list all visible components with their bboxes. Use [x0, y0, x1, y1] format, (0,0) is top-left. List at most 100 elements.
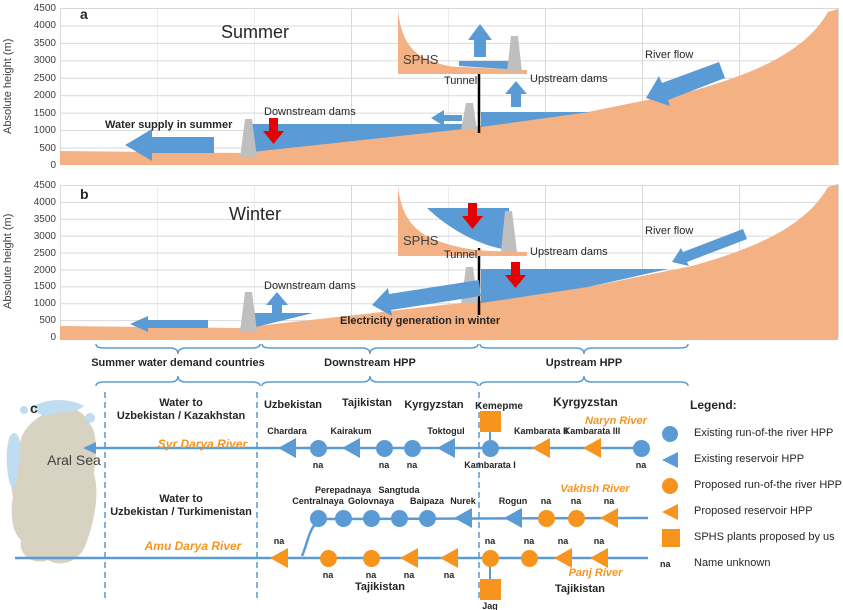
- y-tick: 4000: [33, 20, 56, 32]
- sphs-label: SPHS: [403, 52, 439, 67]
- downstream-down-arrow-icon: [263, 118, 284, 144]
- map-water-northeast: [85, 413, 95, 423]
- bracket-label-downstream-hpp: Downstream HPP: [324, 357, 416, 369]
- proposed-reservoir-hpp-symbol: [583, 438, 601, 458]
- upstream-dams-label: Upstream dams: [530, 73, 608, 85]
- plant-label: na: [312, 460, 324, 470]
- existing-runofriver-hpp-symbol: [632, 439, 650, 457]
- downstream-dams-label: Downstream dams: [264, 106, 356, 118]
- bracket-zone: Summer water demand countries Downstream…: [0, 342, 843, 392]
- proposed-reservoir-hpp-symbol: [440, 548, 458, 568]
- amu-darya-river-label: Amu Darya River: [144, 539, 242, 553]
- plant-label: Kambarata III: [563, 426, 621, 436]
- map-water-northwest: [20, 406, 28, 414]
- plant-label: Kambarata II: [513, 426, 569, 436]
- existing-runofriver-hpp-symbol: [481, 439, 499, 457]
- header-kyrgyzstan-downstream: Kyrgyzstan: [404, 399, 464, 411]
- bracket-label-demand-countries: Summer water demand countries: [91, 357, 265, 369]
- plant-label: Rogun: [498, 496, 528, 506]
- y-tick: 4500: [33, 3, 56, 14]
- plant-label: na: [570, 496, 582, 506]
- outflow-left-arrow-icon: [130, 316, 208, 332]
- y-tick: 2500: [33, 247, 56, 259]
- y-tick: 500: [39, 315, 56, 327]
- legend-label: Existing reservoir HPP: [694, 453, 805, 465]
- plant-label: Sangtuda: [378, 485, 420, 495]
- header-line-1: Water to: [159, 493, 203, 505]
- header-kyrgyzstan-upstream: Kyrgyzstan: [553, 395, 618, 409]
- legend-swatch-tri-proposed: [662, 504, 678, 520]
- existing-runofriver-hpp-symbol: [362, 509, 380, 527]
- existing-reservoir-hpp-symbol: [454, 508, 472, 528]
- existing-runofriver-hpp-symbol: [403, 439, 421, 457]
- existing-runofriver-hpp-symbol: [309, 509, 327, 527]
- panel-river-schematic: Chardara na Kairakum na na Toktogul Kambarata …: [0, 392, 843, 610]
- proposed-reservoir-hpp-symbol: [590, 548, 608, 568]
- lower-brace-1: [95, 375, 261, 387]
- upstream-reservoir-water: [481, 112, 590, 127]
- legend-row: Proposed run-of-the river HPP: [652, 476, 842, 498]
- y-tick: 3000: [33, 55, 56, 67]
- plant-label: na: [403, 570, 415, 580]
- y-tick: 1000: [33, 125, 56, 137]
- upper-brace-2: [261, 343, 479, 355]
- map-water-north: [33, 400, 84, 416]
- header-line-1: Water to: [159, 397, 203, 409]
- sphs-down-arrow-icon: [462, 203, 483, 229]
- y-tick: 4500: [33, 180, 56, 191]
- legend-swatch-circle-existing: [662, 426, 678, 442]
- dashed-divider-1: [104, 392, 106, 598]
- aral-sea-label: Aral Sea: [47, 452, 101, 468]
- proposed-runofriver-hpp-symbol: [319, 549, 337, 567]
- header-line-2: Uzbekistan / Turkimenistan: [110, 506, 252, 518]
- sphs-inset-dam: [501, 211, 517, 252]
- plant-label: Kairakum: [330, 426, 372, 436]
- upstream-up-arrow-icon: [505, 81, 527, 107]
- downstream-reservoir-water: [252, 124, 473, 152]
- legend-swatch-tri-existing: [662, 452, 678, 468]
- proposed-runofriver-hpp-symbol: [362, 549, 380, 567]
- y-tick: 0: [50, 332, 56, 344]
- sphs-inset-dam: [507, 36, 522, 72]
- panel-b-letter: b: [80, 186, 89, 202]
- legend-row: SPHS plants proposed by us: [652, 528, 842, 550]
- y-tick: 3500: [33, 213, 56, 225]
- plant-label: na: [322, 570, 334, 580]
- tajikistan-bottom-left-label: Tajikistan: [355, 581, 405, 593]
- proposed-runofriver-hpp-symbol: [481, 549, 499, 567]
- legend: Legend: Existing run-of-the river HPP Exi…: [652, 398, 842, 588]
- proposed-reservoir-hpp-symbol: [400, 548, 418, 568]
- legend-label: SPHS plants proposed by us: [694, 531, 835, 543]
- upstream-down-arrow-icon: [505, 262, 526, 288]
- existing-runofriver-hpp-symbol: [309, 439, 327, 457]
- plant-label: Baipaza: [409, 496, 444, 506]
- sphs-label: SPHS: [403, 233, 439, 248]
- header-uzbekistan: Uzbekistan: [263, 399, 323, 411]
- y-tick: 500: [39, 142, 56, 154]
- plant-label: Chardara: [267, 426, 307, 436]
- panel-a-letter: a: [80, 6, 88, 22]
- water-supply-label: Water supply in summer: [105, 119, 233, 131]
- y-tick: 2500: [33, 72, 56, 84]
- downstream-dam: [240, 292, 257, 331]
- tunnel-label: Tunnel: [444, 75, 478, 87]
- existing-reservoir-hpp-symbol: [504, 508, 522, 528]
- y-tick: 4000: [33, 196, 56, 208]
- downstream-up-arrow-icon: [266, 292, 288, 317]
- tunnel-left-arrow-icon: [431, 110, 462, 126]
- river-flow-arrow-icon: [672, 229, 747, 266]
- lower-brace-2: [261, 375, 479, 387]
- plants-layer: Chardara na Kairakum na na Toktogul Kambarata …: [0, 392, 843, 610]
- legend-row: Proposed reservoir HPP: [652, 502, 842, 524]
- plant-label: na: [593, 536, 605, 546]
- downstream-dams-label: Downstream dams: [264, 280, 356, 292]
- plant-label: Golovnaya: [347, 496, 394, 506]
- plant-label: Centralnaya: [292, 496, 344, 506]
- river-flow-label: River flow: [645, 225, 694, 237]
- existing-runofriver-hpp-symbol: [375, 439, 393, 457]
- y-tick: 3500: [33, 37, 56, 49]
- naryn-river-label: Naryn River: [585, 415, 647, 427]
- y-tick: 2000: [33, 264, 56, 276]
- proposed-runofriver-hpp-symbol: [567, 509, 585, 527]
- plant-label: na: [557, 536, 569, 546]
